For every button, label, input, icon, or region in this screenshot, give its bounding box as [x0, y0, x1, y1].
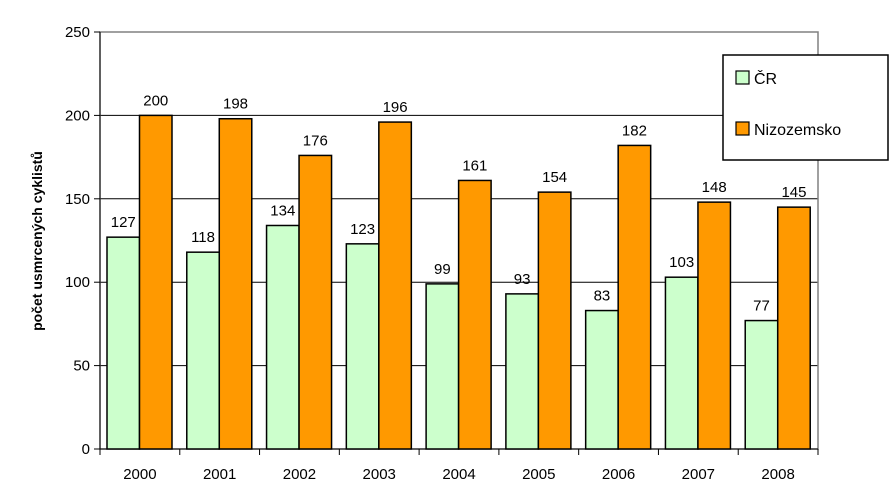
data-label: 196 [383, 99, 408, 116]
bar-nizozemsko-2008 [776, 206, 811, 450]
y-tick-label: 150 [65, 191, 90, 208]
bar-nizozemsko-2002 [298, 154, 333, 450]
x-axis-ticks: 2000 2001 2002 2003 2004 2005 2006 2007 2008 [99, 449, 819, 483]
x-tick-label: 2004 [442, 466, 475, 483]
data-label: 99 [434, 261, 451, 278]
data-label: 182 [622, 122, 647, 139]
legend-label: ČR [754, 69, 777, 88]
x-tick-label: 2001 [203, 466, 236, 483]
y-tick-label: 50 [73, 358, 90, 375]
bar-cr-2003 [345, 243, 380, 450]
data-labels: 127 200 118 198 134 176 123 196 99 161 93 154 83 182 1… [111, 92, 807, 314]
x-tick-label: 2000 [123, 466, 156, 483]
bar-nizozemsko-2003 [378, 121, 413, 450]
x-tick-label: 2007 [682, 466, 715, 483]
legend: ČR Nizozemsko [722, 54, 889, 161]
bar-cr-2001 [186, 251, 221, 450]
bar-cr-2008 [744, 319, 779, 450]
bar-cr-2006 [584, 309, 619, 450]
legend-swatch [735, 70, 750, 85]
data-label: 154 [542, 169, 567, 186]
y-tick-label: 250 [65, 24, 90, 41]
y-tick-label: 0 [82, 441, 90, 458]
data-label: 161 [462, 157, 487, 174]
bar-cr-2004 [425, 283, 460, 450]
bar-nizozemsko-2006 [617, 144, 652, 450]
legend-box [722, 54, 889, 161]
y-axis-label: počet usmrcených cyklistů [29, 151, 45, 331]
x-tick-label: 2006 [602, 466, 635, 483]
data-label: 127 [111, 214, 136, 231]
bar-cr-2005 [505, 293, 540, 450]
x-tick-label: 2005 [522, 466, 555, 483]
y-tick-label: 100 [65, 274, 90, 291]
data-label: 200 [143, 92, 168, 109]
data-label: 103 [669, 254, 694, 271]
data-label: 145 [781, 184, 806, 201]
x-tick-label: 2003 [363, 466, 396, 483]
data-label: 148 [702, 179, 727, 196]
x-tick-label: 2008 [761, 466, 794, 483]
data-label: 77 [753, 298, 770, 315]
y-axis-ticks: 0 50 100 150 200 250 [65, 24, 100, 458]
data-label: 83 [594, 288, 611, 305]
x-tick-label: 2002 [283, 466, 316, 483]
data-label: 93 [514, 271, 531, 288]
data-label: 123 [350, 221, 375, 238]
data-label: 176 [303, 132, 328, 149]
bar-cr-2000 [106, 236, 141, 450]
bar-nizozemsko-2001 [218, 117, 253, 450]
bar-cr-2002 [265, 224, 300, 450]
bar-nizozemsko-2000 [138, 114, 173, 450]
bar-nizozemsko-2005 [537, 191, 572, 450]
data-label: 198 [223, 96, 248, 113]
bars [106, 114, 811, 450]
data-label: 118 [191, 229, 215, 246]
bar-nizozemsko-2004 [457, 179, 492, 450]
bar-cr-2007 [664, 276, 699, 450]
legend-label: Nizozemsko [754, 122, 841, 139]
legend-swatch [735, 121, 750, 136]
data-label: 134 [270, 202, 295, 219]
y-tick-label: 200 [65, 107, 90, 124]
bar-nizozemsko-2007 [697, 201, 732, 450]
